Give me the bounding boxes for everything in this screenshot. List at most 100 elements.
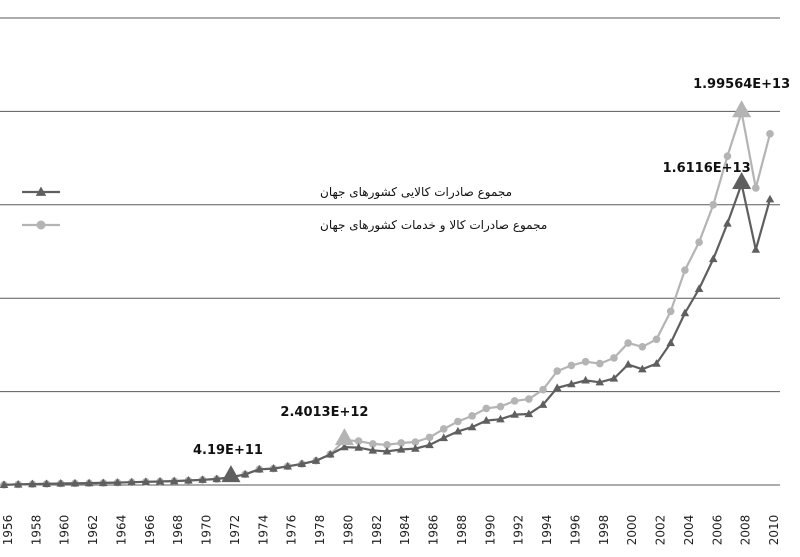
series-1-point [638,342,647,351]
series-1-point [723,152,732,161]
series-1-point [411,438,420,446]
grid-lines [0,17,780,486]
series-0-point [113,478,122,486]
series-1-point [539,385,547,394]
series-1-point [439,425,448,433]
series-0-point [425,440,434,449]
series-0-point [297,459,307,468]
annotation-marker-1 [334,428,354,446]
series-1-point [624,339,632,347]
annotation-marker-3 [732,100,752,118]
series-0-point [28,479,37,488]
x-tick-label: 2010 [767,515,781,546]
series-0-point [368,445,378,454]
x-tick-label: 1958 [29,515,43,546]
series-0-point [467,422,477,431]
series-0-point [325,449,335,458]
series-0-point [240,469,250,478]
annotation-label-0: 4.19E+11 [193,443,263,458]
series-0-point [255,464,264,473]
series-0-point [411,444,420,452]
series-1-point [695,238,703,246]
series-0-point [638,364,647,373]
series-1-point [652,335,661,344]
x-tick-label: 1998 [597,515,611,546]
series-0-point [141,477,151,485]
series-0-point [311,456,321,464]
series-1-point [581,357,590,366]
series-1-point [709,201,718,209]
series-lines [0,108,775,489]
series-0-point [751,245,761,253]
series-0-point [283,461,292,470]
series-0-point [609,374,619,382]
x-axis-ticks: 1956 1958 1960 1962 1964 1966 1968 1970 1972 1974… [1,515,781,546]
series-1-point [454,417,462,426]
series-0-point [155,476,165,485]
series-1-point [425,433,434,442]
x-tick-label: 1996 [568,515,582,546]
series-0-point [70,478,80,487]
legend-marker-0 [35,186,47,196]
series-0-point [581,375,590,384]
series-0-point [184,476,193,484]
series-0-point [0,480,9,488]
series-1-point [553,367,562,375]
x-tick-label: 1980 [341,515,355,546]
annotation-label-3: 1.99564E+13 [693,77,790,92]
series-0-point [269,464,278,472]
series-0-point [510,410,519,418]
series-1-point [567,361,576,370]
x-tick-label: 2006 [710,515,724,546]
series-0-point [723,218,732,227]
series-1-point [397,439,405,447]
series-0-point [680,308,690,317]
series-0-point [198,475,207,483]
series-1-point [595,359,604,368]
x-tick-label: 1978 [313,515,327,546]
series-1-point [468,412,476,420]
series-0-point [340,442,349,451]
series-0-point [42,479,51,488]
series-0-point [694,284,704,293]
series-0-point [169,476,179,485]
series-0-point [524,409,534,418]
series-1-point [610,354,618,362]
x-tick-label: 1982 [370,515,384,546]
x-tick-label: 2008 [739,515,753,546]
x-tick-label: 1974 [256,515,270,546]
x-tick-label: 1970 [200,515,214,546]
series-0-point [56,479,66,487]
series-0-point [496,414,505,423]
annotation-marker-2 [732,171,752,189]
series-1-point [752,184,760,192]
series-0-point [552,383,562,392]
x-tick-label: 2000 [625,515,639,546]
series-1-point [496,402,505,411]
series-0-point [382,446,392,455]
series-0-point [595,377,605,386]
x-tick-label: 1960 [58,515,72,546]
series-1-point [510,397,519,405]
x-tick-label: 1992 [512,515,526,546]
series-1-point [369,440,377,448]
x-tick-label: 1966 [143,515,157,546]
series-0-point [666,338,675,347]
series-1-point [766,130,774,138]
x-tick-label: 2002 [654,515,668,546]
x-tick-label: 1976 [285,515,299,546]
series-1-point [354,437,363,445]
x-tick-label: 1984 [398,515,412,546]
annotation-label-2: 1.6116E+13 [663,161,751,176]
series-0-point [765,194,775,203]
series-0-point [708,254,718,263]
annotation-label-1: 2.4013E+12 [280,405,368,420]
x-tick-label: 1962 [86,515,100,546]
series-0-point [567,379,576,388]
legend-label-0: مجموع صادرات کالایی کشورهای جهان [320,185,512,200]
series-0-point [354,443,363,451]
legend-label-1: مجموع صادرات کالا و خدمات کشورهای جهان [320,218,547,233]
series-0-point [84,478,94,487]
series-1-point [681,266,689,274]
